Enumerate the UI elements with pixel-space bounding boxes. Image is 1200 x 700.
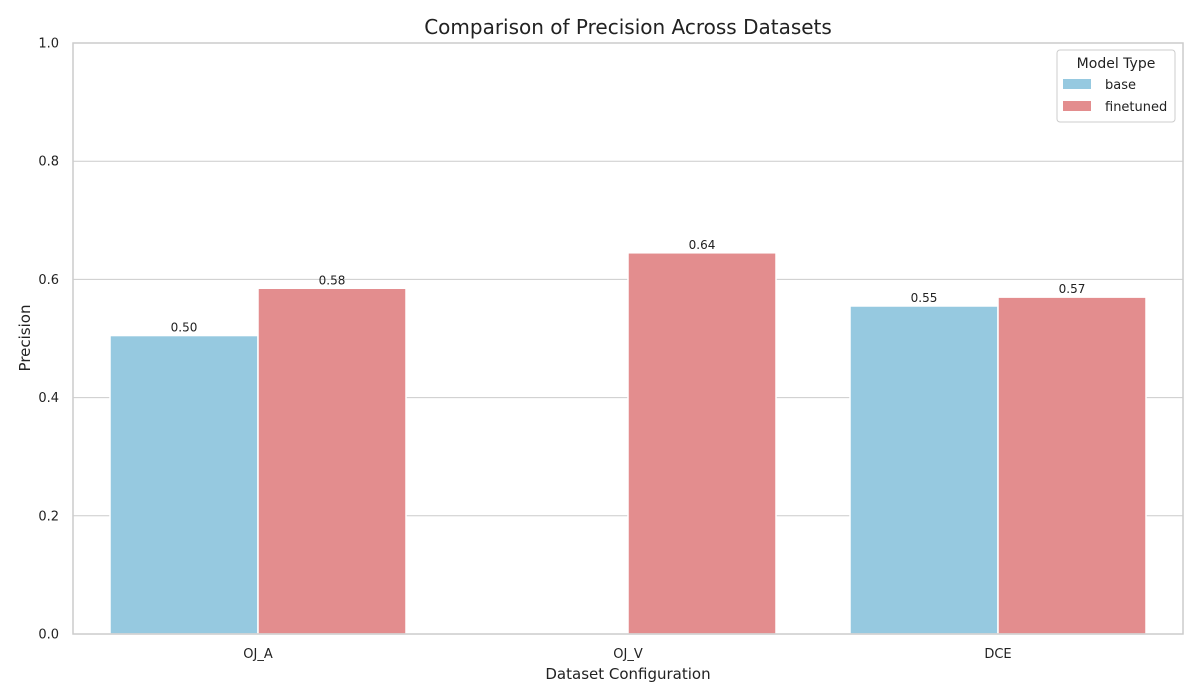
bar-base-oj-a [109,334,259,635]
bar-finetuned-dce [997,296,1147,635]
y-tick-label: 0.2 [38,509,59,524]
legend-swatch-finetuned [1063,101,1091,111]
legend-title: Model Type [1077,56,1156,72]
x-tick-label: OJ_A [243,647,273,662]
legend-swatch-base [1063,79,1091,89]
data-label: 0.64 [689,238,716,252]
bars [109,252,1147,635]
y-tick-label: 1.0 [38,37,59,52]
plot-frame [72,42,1184,635]
tick-labels: 0.0 0.2 0.4 0.6 0.8 1.0 OJ_A OJ_V DCE [38,37,1011,663]
data-labels: 0.50 0.58 0.64 0.55 0.57 [171,238,1086,335]
legend: Model Type base finetuned [1056,49,1176,123]
bar-finetuned-oj-a [257,287,407,635]
data-label: 0.58 [319,273,346,287]
bar-base-dce [849,305,999,635]
chart-title: Comparison of Precision Across Datasets [424,15,832,39]
y-tick-label: 0.8 [38,155,59,170]
legend-label-finetuned: finetuned [1105,100,1167,115]
y-axis-label: Precision [16,305,34,372]
legend-label-base: base [1105,78,1136,93]
y-tick-label: 0.6 [38,273,59,288]
data-label: 0.55 [911,291,938,305]
x-axis-label: Dataset Configuration [545,665,710,683]
x-tick-label: DCE [984,647,1011,662]
data-label: 0.57 [1059,282,1086,296]
y-tick-label: 0.0 [38,628,59,643]
data-label: 0.50 [171,321,198,335]
bar-finetuned-oj-v [627,252,777,635]
y-tick-label: 0.4 [38,391,59,406]
x-tick-label: OJ_V [613,647,643,662]
